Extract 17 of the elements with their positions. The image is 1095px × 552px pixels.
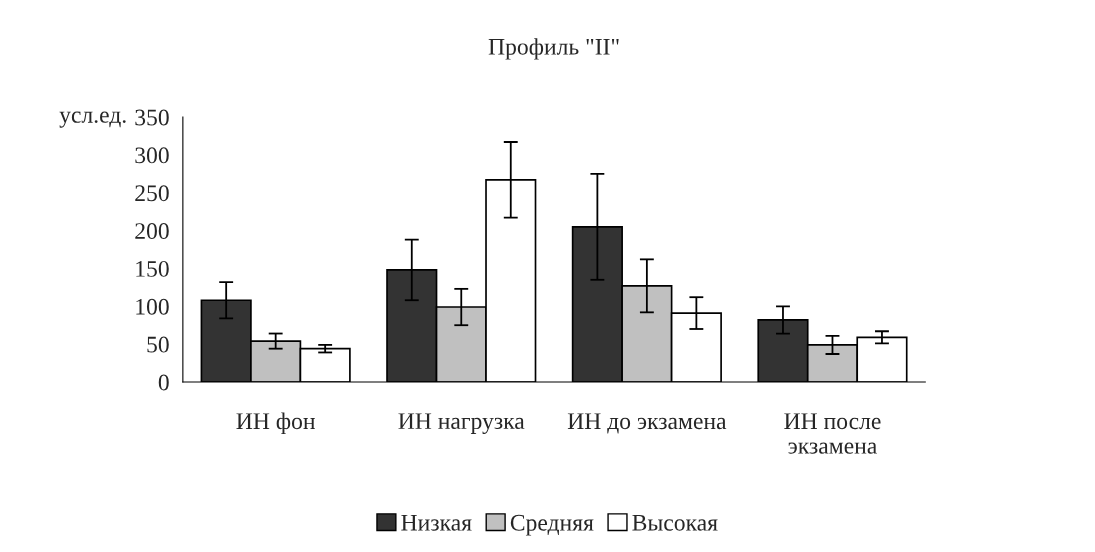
x-tick-label: ИН после экзамена: [784, 413, 881, 454]
y-tick-label: 50: [147, 336, 169, 353]
x-tick-label: ИН фон: [236, 412, 315, 434]
y-tick-label: 0: [158, 374, 169, 391]
legend-label: Низкая: [401, 514, 472, 531]
y-tick-label: 200: [135, 223, 169, 239]
y-axis-title: усл.ед.: [59, 111, 126, 128]
y-tick-label: 150: [136, 260, 169, 277]
x-tick-label: ИН до экзамена: [567, 413, 727, 434]
chart-title: Профиль "II": [488, 38, 619, 60]
y-tick-label: 250: [135, 185, 169, 202]
legend-label: Высокая: [632, 514, 718, 531]
y-tick-label: 100: [136, 298, 169, 315]
y-tick-label: 300: [135, 147, 169, 164]
x-tick-label: ИН нагрузка: [398, 413, 525, 434]
y-tick-label: 350: [135, 109, 169, 126]
legend-label: Средняя: [510, 514, 594, 536]
